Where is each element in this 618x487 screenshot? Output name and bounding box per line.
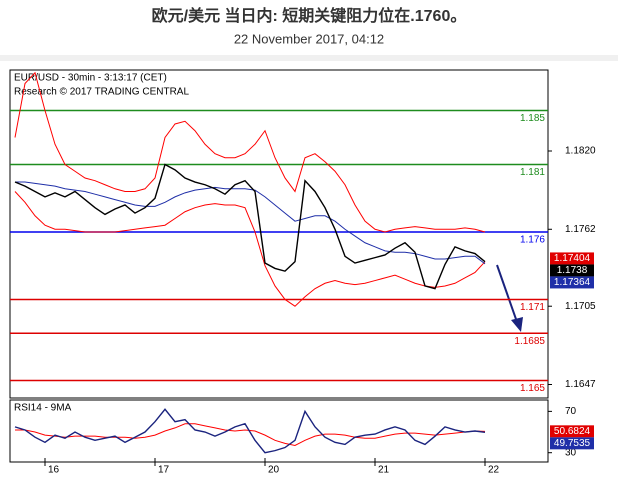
x-tick-label: 17: [158, 465, 170, 476]
y-tick-label: 30: [565, 447, 577, 458]
y-tick-label: 1.1762: [565, 224, 596, 235]
level-label: 1.1685: [514, 336, 545, 347]
price-tag-label: 1.17364: [554, 277, 591, 288]
price-tag: [550, 252, 594, 265]
x-tick-label: 21: [378, 465, 390, 476]
level-label: 1.176: [520, 235, 545, 246]
forecast-arrow: [496, 264, 523, 332]
rsi-panel: [9, 399, 549, 463]
chart-title: EUR/USD - 30min - 3:13:17 (CET): [14, 73, 167, 84]
y-tick-label: 1.1820: [565, 146, 596, 157]
price-tag-label: 1.1738: [557, 265, 588, 276]
price-tag-label: 50.6824: [554, 426, 591, 437]
rsi-title: RSI14 - 9MA: [14, 403, 72, 414]
level-label: 1.171: [520, 302, 545, 313]
page-subtitle: 22 November 2017, 04:12: [234, 31, 384, 46]
y-tick-label: 1.1647: [565, 379, 596, 390]
series-line: [14, 408, 486, 454]
series-line: [14, 191, 486, 307]
x-tick-label: 20: [268, 465, 280, 476]
y-tick-label: 70: [565, 406, 577, 417]
main-panel: [9, 69, 549, 399]
price-tag-label: 1.17404: [554, 253, 591, 264]
page-title: 欧元/美元 当日内: 短期关键阻力位在.1760。: [152, 6, 467, 25]
x-tick-label: 22: [488, 465, 500, 476]
price-tag: [550, 276, 594, 289]
price-tag: [550, 264, 594, 277]
series-line: [15, 423, 486, 446]
y-tick-label: 1.1705: [565, 301, 596, 312]
level-label: 1.165: [520, 383, 545, 394]
series-line: [15, 181, 486, 265]
level-label: 1.181: [520, 167, 545, 178]
price-tag: [550, 437, 594, 450]
price-tag: [550, 425, 594, 438]
chart-subtitle: Research © 2017 TRADING CENTRAL: [14, 87, 189, 98]
series-line: [14, 71, 486, 233]
price-tag-label: 49.7535: [554, 438, 591, 449]
x-tick-label: 16: [48, 465, 60, 476]
level-label: 1.185: [520, 113, 545, 124]
series-line: [14, 163, 486, 290]
separator: [0, 55, 618, 61]
